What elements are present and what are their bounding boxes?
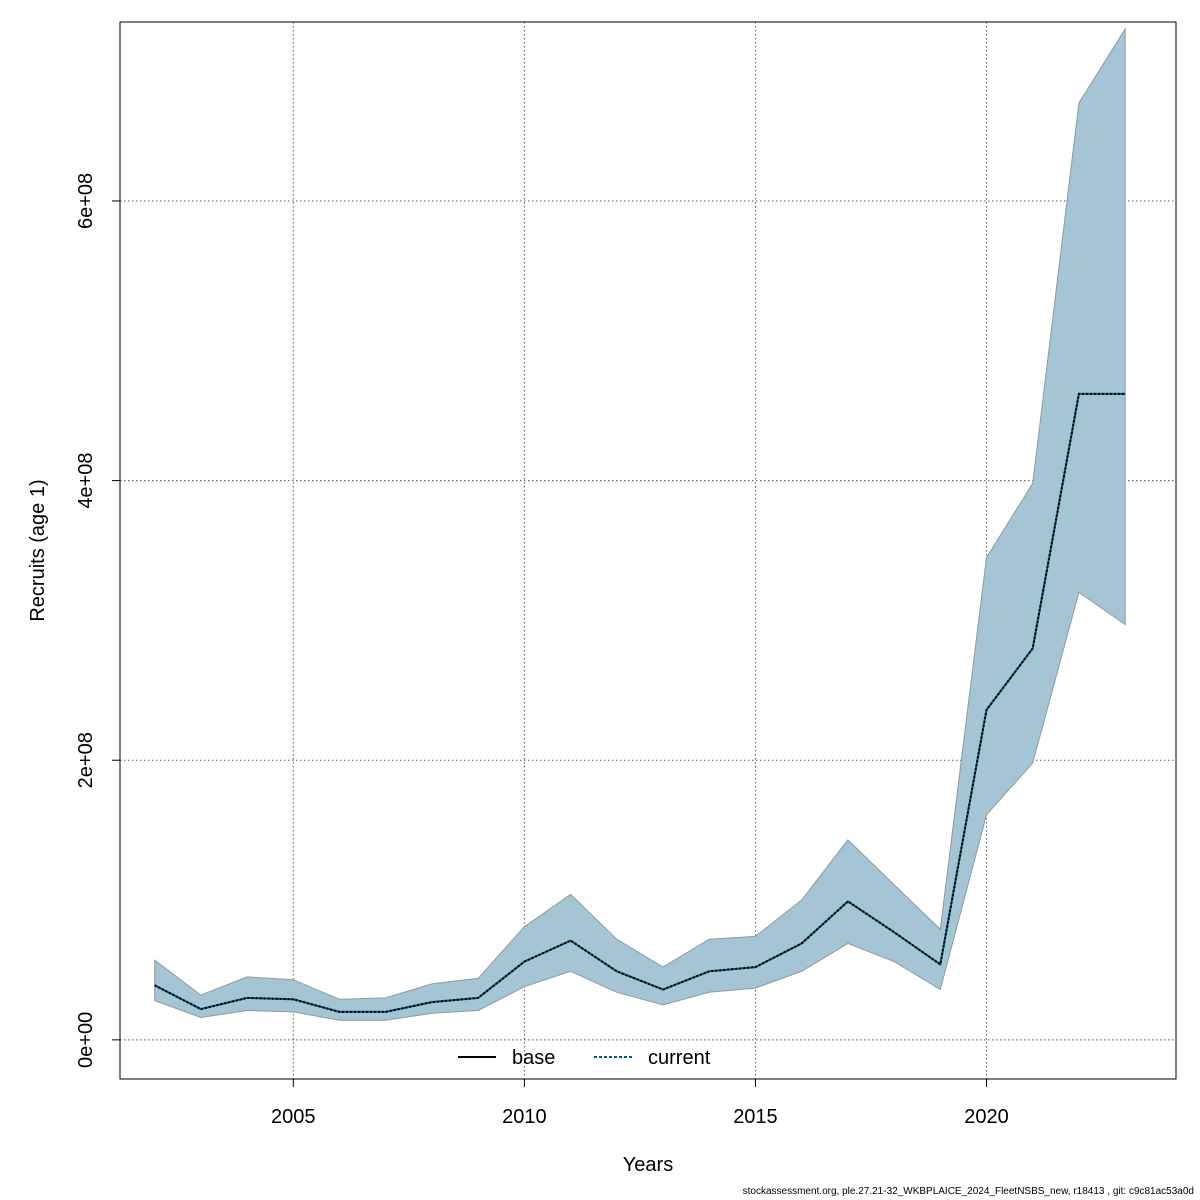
x-tick-label: 2020 [964, 1106, 1009, 1128]
x-tick-label: 2010 [502, 1106, 547, 1128]
axes: 2005 2010 2015 2020 0e+00 2e+08 4e+08 6e+08 [75, 173, 1009, 1128]
footer-credit: stockassessment.org, ple.27.21-32_WKBPLA… [742, 1186, 1194, 1197]
legend: base current [458, 1047, 711, 1069]
series-line-current [154, 392, 1126, 1013]
y-axis-title: Recruits (age 1) [27, 479, 49, 621]
legend-label-base: base [512, 1047, 555, 1069]
legend-label-current: current [648, 1047, 711, 1069]
y-tick-label: 6e+08 [75, 173, 97, 229]
y-tick-label: 2e+08 [75, 732, 97, 788]
x-tick-label: 2015 [733, 1106, 778, 1128]
x-axis-title: Years [623, 1154, 673, 1176]
confidence-band-layer [154, 27, 1126, 1021]
y-tick-label: 4e+08 [75, 453, 97, 509]
series-lines-layer [154, 392, 1126, 1013]
x-tick-label: 2005 [271, 1106, 316, 1128]
grid-lines [120, 22, 1176, 1079]
y-tick-label: 0e+00 [75, 1012, 97, 1068]
confidence-band [154, 27, 1126, 1021]
